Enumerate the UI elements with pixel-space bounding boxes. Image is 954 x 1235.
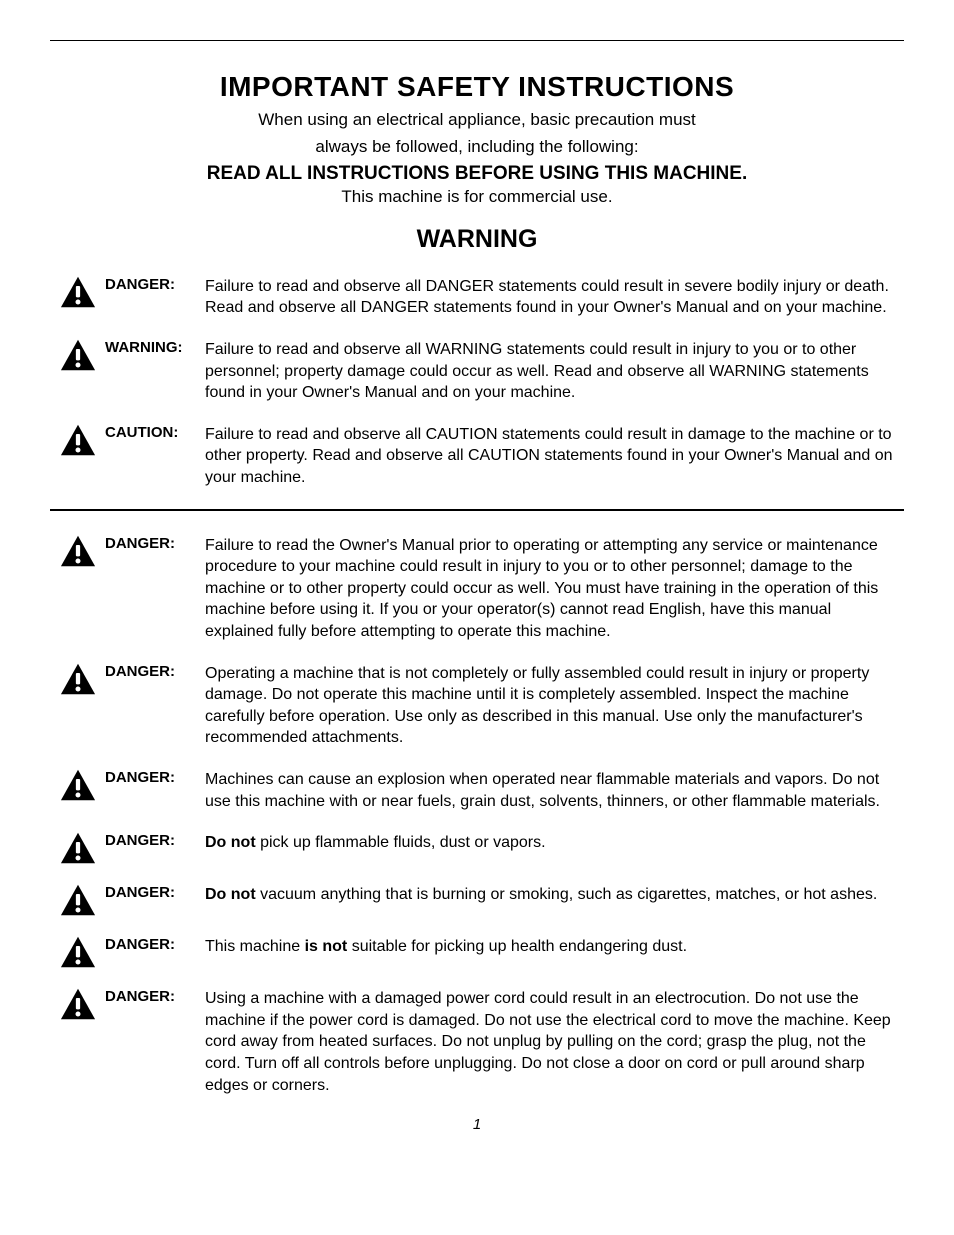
safety-label: DANGER:	[105, 276, 205, 293]
icon-column	[50, 832, 105, 864]
icon-column	[50, 276, 105, 308]
safety-item: DANGER:Do not pick up flammable fluids, …	[50, 832, 904, 864]
warning-triangle-icon	[60, 535, 96, 567]
safety-label: DANGER:	[105, 535, 205, 552]
intro-line-1: When using an electrical appliance, basi…	[50, 109, 904, 132]
safety-text: Operating a machine that is not complete…	[205, 663, 904, 749]
warning-triangle-icon	[60, 769, 96, 801]
icon-column	[50, 663, 105, 695]
icon-column	[50, 936, 105, 968]
safety-text: Failure to read and observe all DANGER s…	[205, 276, 904, 319]
warning-triangle-icon	[60, 832, 96, 864]
safety-item: WARNING:Failure to read and observe all …	[50, 339, 904, 404]
commercial-use-note: This machine is for commercial use.	[50, 187, 904, 207]
safety-item: DANGER:Failure to read and observe all D…	[50, 276, 904, 319]
safety-label: CAUTION:	[105, 424, 205, 441]
read-all-heading: READ ALL INSTRUCTIONS BEFORE USING THIS …	[50, 163, 904, 185]
safety-item: DANGER:Machines can cause an explosion w…	[50, 769, 904, 812]
safety-item: DANGER:This machine is not suitable for …	[50, 936, 904, 968]
warning-triangle-icon	[60, 663, 96, 695]
warning-triangle-icon	[60, 884, 96, 916]
warning-triangle-icon	[60, 424, 96, 456]
safety-section-bottom: DANGER:Failure to read the Owner's Manua…	[50, 535, 904, 1097]
icon-column	[50, 424, 105, 456]
warning-triangle-icon	[60, 339, 96, 371]
top-rule	[50, 40, 904, 41]
safety-label: DANGER:	[105, 884, 205, 901]
safety-label: WARNING:	[105, 339, 205, 356]
safety-item: DANGER:Do not vacuum anything that is bu…	[50, 884, 904, 916]
safety-label: DANGER:	[105, 769, 205, 786]
page-title: IMPORTANT SAFETY INSTRUCTIONS	[50, 71, 904, 103]
safety-text: Failure to read and observe all CAUTION …	[205, 424, 904, 489]
safety-text: Using a machine with a damaged power cor…	[205, 988, 904, 1096]
safety-label: DANGER:	[105, 663, 205, 680]
warning-triangle-icon	[60, 936, 96, 968]
icon-column	[50, 988, 105, 1020]
safety-text: Failure to read and observe all WARNING …	[205, 339, 904, 404]
warning-triangle-icon	[60, 988, 96, 1020]
warning-triangle-icon	[60, 276, 96, 308]
safety-text: Do not pick up flammable fluids, dust or…	[205, 832, 904, 854]
safety-item: DANGER:Failure to read the Owner's Manua…	[50, 535, 904, 643]
icon-column	[50, 769, 105, 801]
safety-label: DANGER:	[105, 936, 205, 953]
icon-column	[50, 339, 105, 371]
safety-label: DANGER:	[105, 988, 205, 1005]
icon-column	[50, 535, 105, 567]
safety-label: DANGER:	[105, 832, 205, 849]
icon-column	[50, 884, 105, 916]
safety-section-top: DANGER:Failure to read and observe all D…	[50, 276, 904, 489]
intro-line-2: always be followed, including the follow…	[50, 136, 904, 159]
safety-text: Failure to read the Owner's Manual prior…	[205, 535, 904, 643]
safety-text: Machines can cause an explosion when ope…	[205, 769, 904, 812]
safety-item: DANGER:Using a machine with a damaged po…	[50, 988, 904, 1096]
safety-item: DANGER:Operating a machine that is not c…	[50, 663, 904, 749]
page-number: 1	[50, 1116, 904, 1133]
safety-text: This machine is not suitable for picking…	[205, 936, 904, 958]
safety-item: CAUTION:Failure to read and observe all …	[50, 424, 904, 489]
safety-text: Do not vacuum anything that is burning o…	[205, 884, 904, 906]
warning-heading: WARNING	[50, 225, 904, 254]
section-divider	[50, 509, 904, 511]
